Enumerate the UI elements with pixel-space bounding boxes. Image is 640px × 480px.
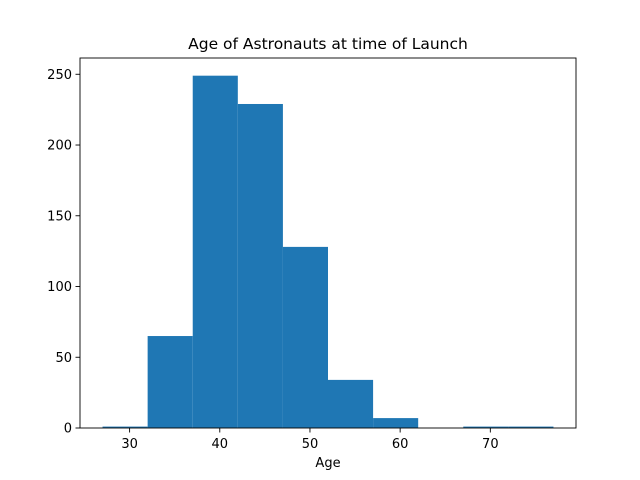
y-tick-label-4: 200	[47, 139, 72, 154]
plot-frame	[79, 57, 577, 429]
x-tick-label-0: 30	[121, 437, 138, 452]
y-tick-label-3: 150	[47, 209, 72, 224]
histogram-bar-3	[237, 103, 283, 428]
histogram-bar-1	[147, 336, 193, 428]
histogram-bar-2	[192, 75, 238, 428]
x-tick-label-1: 40	[212, 437, 229, 452]
x-tick-label-4: 70	[482, 437, 499, 452]
y-tick-label-2: 100	[47, 280, 72, 295]
x-tick-label-2: 50	[302, 437, 319, 452]
histogram-bar-8	[463, 426, 509, 428]
bars-group	[102, 75, 554, 428]
histogram-bar-5	[328, 379, 374, 428]
chart-title: Age of Astronauts at time of Launch	[188, 35, 468, 53]
x-tick-label-3: 60	[392, 437, 409, 452]
histogram-bar-4	[282, 246, 328, 428]
y-tick-label-1: 50	[55, 351, 72, 366]
y-tick-label-5: 250	[47, 68, 72, 83]
y-axis-ticks: 0 50 100 150 200 250	[47, 68, 80, 437]
histogram-bar-9	[508, 426, 554, 428]
y-tick-label-0: 0	[64, 422, 72, 437]
x-axis-ticks: 30 40 50 60 70	[121, 428, 499, 452]
histogram-bar-0	[102, 426, 148, 428]
x-axis-label: Age	[315, 456, 340, 471]
histogram-bar-6	[373, 418, 419, 428]
